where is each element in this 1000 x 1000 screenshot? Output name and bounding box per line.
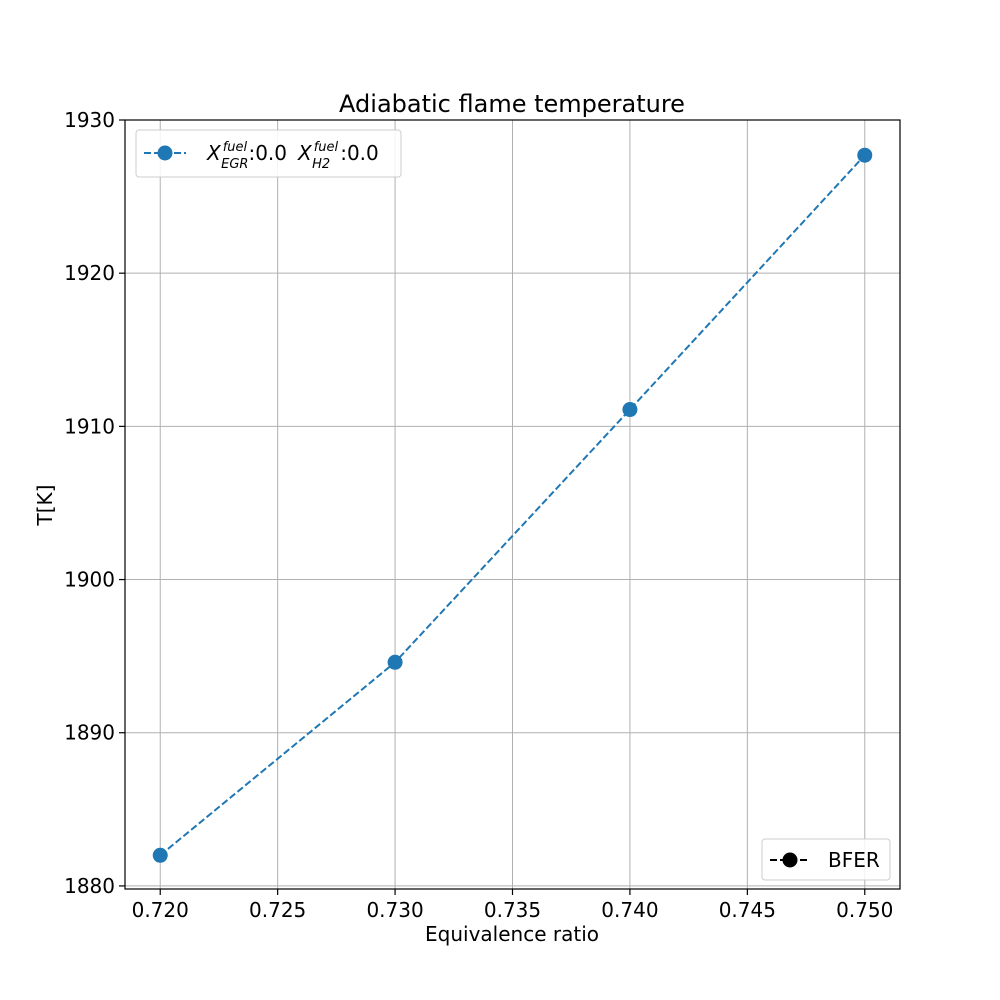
legend-marker xyxy=(157,145,173,161)
legend-box xyxy=(135,129,402,178)
data-point xyxy=(857,147,873,163)
x-tick-label: 0.725 xyxy=(249,898,306,922)
ticks: 0.720 0.725 0.730 0.735 0.740 0.745 0.750 1880 1… xyxy=(64,108,893,922)
y-tick-label: 1910 xyxy=(64,414,115,438)
legend-h2-sub: H2 xyxy=(312,157,330,172)
legend-egr-symbol: X xyxy=(206,141,222,165)
x-tick-label: 0.730 xyxy=(366,898,423,922)
x-tick-label: 0.750 xyxy=(836,898,893,922)
legend-egr-sup: fuel xyxy=(223,140,248,155)
legend-bfer-label: BFER xyxy=(828,848,880,872)
legend-marker xyxy=(782,852,798,868)
legend-h2-value: :0.0 xyxy=(340,141,379,165)
x-axis-label: Equivalence ratio xyxy=(425,922,599,946)
data-point xyxy=(622,402,638,418)
data-point xyxy=(152,847,168,863)
legend-h2-symbol: X xyxy=(297,141,313,165)
legend-egr-value: :0.0 xyxy=(248,141,287,165)
chart-title: Adiabatic flame temperature xyxy=(339,90,685,118)
series-line xyxy=(159,154,866,857)
y-tick-label: 1880 xyxy=(64,874,115,898)
x-tick-label: 0.740 xyxy=(601,898,658,922)
y-tick-label: 1930 xyxy=(64,108,115,132)
legend-lower-right: BFER xyxy=(761,838,891,881)
data-point xyxy=(387,654,403,670)
x-tick-label: 0.720 xyxy=(132,898,189,922)
grid xyxy=(125,119,900,889)
series xyxy=(152,147,873,863)
y-tick-label: 1890 xyxy=(64,721,115,745)
x-tick-label: 0.745 xyxy=(719,898,776,922)
legend-box xyxy=(761,838,891,881)
x-tick-label: 0.735 xyxy=(484,898,541,922)
legend-h2-sup: fuel xyxy=(314,140,339,155)
y-tick-label: 1920 xyxy=(64,261,115,285)
legend-egr-sub: EGR xyxy=(221,157,248,172)
y-tick-label: 1900 xyxy=(64,568,115,592)
y-axis-label: T[K] xyxy=(33,485,57,527)
